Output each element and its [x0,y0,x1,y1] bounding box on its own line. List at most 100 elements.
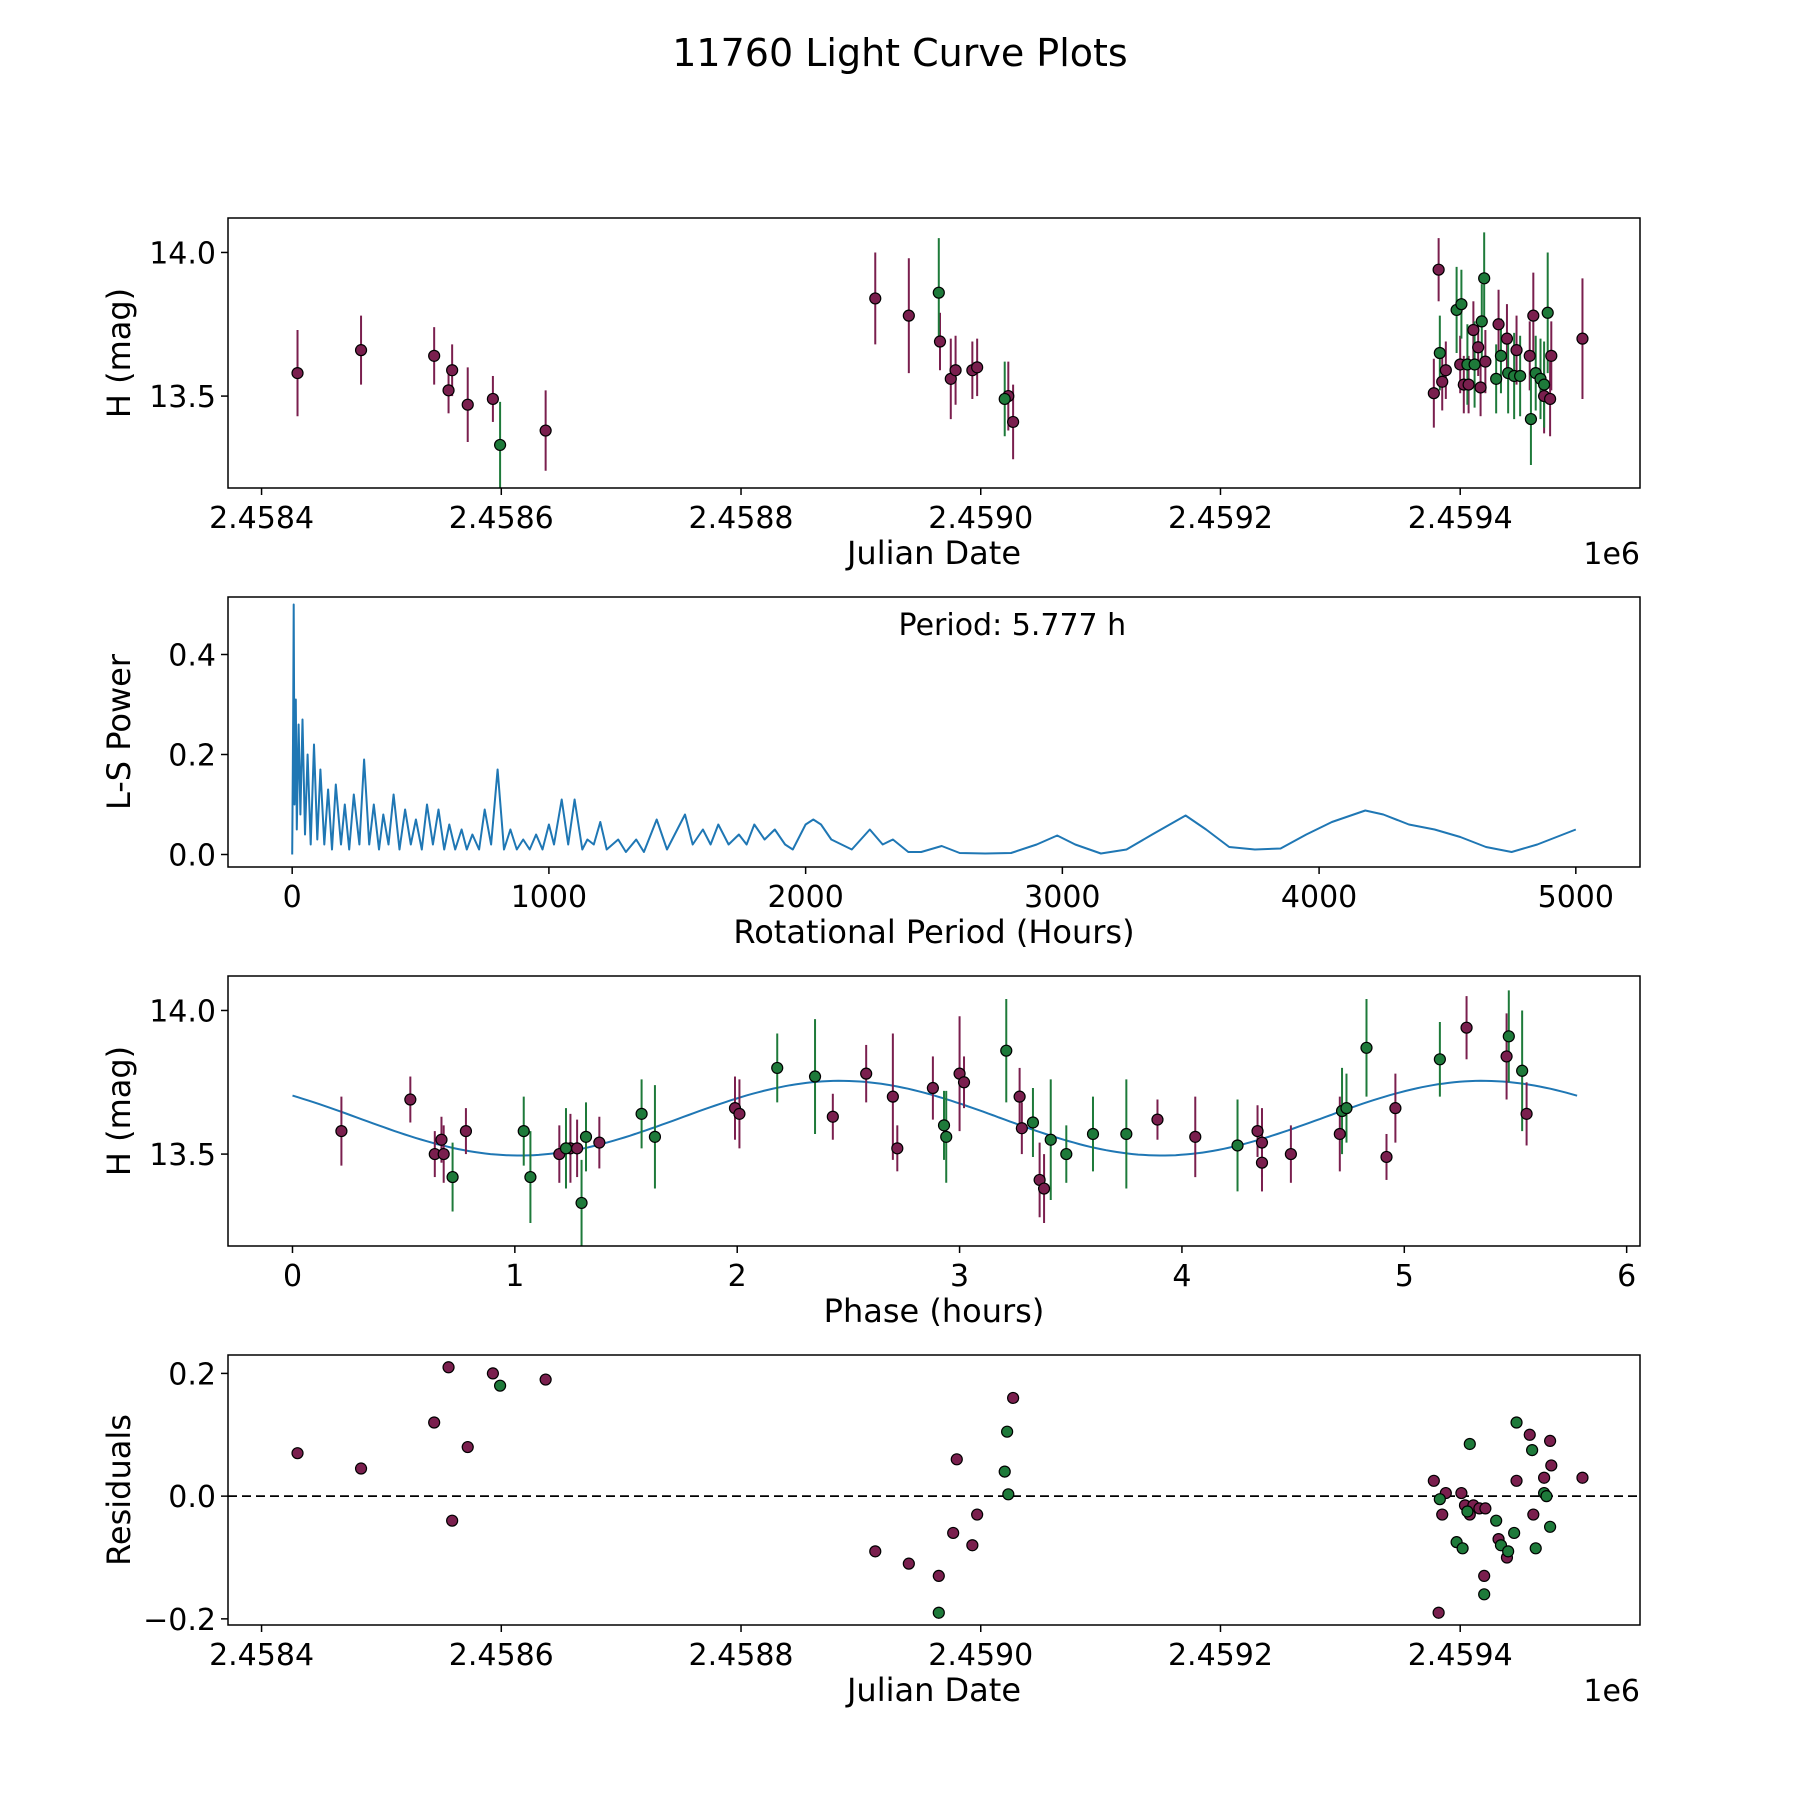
r-band-point [539,424,552,437]
r-band-point [926,1081,939,1095]
g-band-point [1508,1526,1521,1540]
x-axis-label: Julian Date [845,1671,1021,1709]
axes-frame [227,217,1641,489]
r-band-point [404,1093,417,1106]
r-band-point [966,1539,979,1552]
x-tick-label: 2.4588 [689,501,794,536]
r-band-point [1492,318,1505,331]
y-axis-label: L-S Power [100,653,138,810]
r-band-point [1576,332,1589,345]
x-tick-label: 2 [728,1259,747,1294]
g-band-point [648,1130,662,1143]
g-band-point [1000,1044,1013,1057]
g-band-point [1120,1127,1133,1141]
x-tick-label: 2.4584 [209,501,314,536]
x-tick-label: 2.4592 [1168,501,1273,536]
g-band-point [1526,1444,1539,1457]
g-band-point [1529,1542,1542,1555]
g-band-point [446,1170,459,1184]
g-band-point [1463,1437,1476,1451]
x-tick-label: 5 [1395,1259,1414,1294]
g-band-point [1468,358,1481,371]
y-tick-label: 13.5 [149,1138,216,1173]
g-band-point [771,1061,784,1075]
r-band-point [461,398,474,411]
r-band-point [1436,375,1449,388]
r-band-point [459,1125,473,1138]
x-tick-label: 0 [283,880,302,915]
r-band-point [1479,355,1492,368]
r-band-point [1467,323,1480,337]
r-band-point [1544,392,1557,406]
y-tick-label: 14.0 [149,994,216,1029]
g-band-point [1540,1490,1553,1503]
x-tick-label: 2.4588 [689,1638,794,1673]
r-band-point [1478,1569,1491,1583]
x-tick-label: 4 [1172,1259,1191,1294]
g-band-point [493,438,507,452]
figure-title: 11760 Light Curve Plots [672,31,1127,75]
g-band-point [940,1130,953,1143]
g-band-point [1433,346,1446,360]
r-band-point [442,1361,455,1374]
r-band-point [1462,378,1475,391]
x-axis-offset-label: 1e6 [1583,537,1640,572]
r-band-point [1474,381,1487,394]
g-band-point [998,392,1011,406]
r-band-point [1333,1127,1346,1141]
r-band-point [947,1526,960,1540]
r-band-point [826,1110,839,1123]
r-band-point [1255,1136,1269,1149]
g-band-point [1510,1416,1523,1429]
r-band-point [446,1514,459,1527]
g-band-point [1360,1041,1373,1054]
r-band-point [1455,1486,1468,1500]
r-band-point [1436,1508,1449,1521]
x-axis-label: Phase (hours) [824,1292,1045,1330]
x-tick-label: 0 [283,1259,302,1294]
r-band-point [539,1373,552,1386]
r-band-point [442,384,455,397]
g-band-point [1340,1102,1353,1115]
r-band-point [1544,1434,1557,1448]
g-band-point [1478,272,1491,285]
r-band-point [1015,1122,1028,1135]
y-axis-label: H (mag) [100,288,138,418]
r-band-point [1510,1474,1523,1487]
g-band-point [808,1070,822,1083]
x-tick-label: 2.4586 [449,501,554,536]
x-tick-label: 2000 [767,880,843,915]
g-band-point [1478,1588,1491,1601]
r-band-point [1389,1102,1402,1115]
r-band-point [932,1569,945,1583]
g-band-point [635,1107,648,1120]
phased-lightcurve-panel: 0 1 2 3 4 5 6 13.5 14.0 Phase (hours) H (mag) [100,975,1641,1330]
r-band-point [949,364,962,377]
g-band-point [1433,1493,1446,1506]
r-band-point [1013,1090,1026,1103]
x-tick-label: 2.4592 [1168,1638,1273,1673]
r-band-point [435,1133,448,1146]
x-tick-label: 5000 [1538,880,1614,915]
y-tick-label: 0.0 [168,1480,216,1515]
g-band-point [1516,1064,1529,1077]
g-band-point [1502,1030,1515,1043]
g-band-point [559,1142,573,1155]
y-tick-label: 0.4 [168,639,216,674]
r-band-point [1523,1428,1536,1441]
x-tick-label: 1 [505,1259,524,1294]
r-band-point [1439,364,1452,377]
x-axis-offset-label: 1e6 [1583,1674,1640,1709]
lightcurve-panel: 2.4584 2.4586 2.4588 2.4590 2.4592 2.4594 13.5… [100,217,1641,572]
g-band-point [1538,378,1551,391]
x-tick-label: 3 [950,1259,969,1294]
x-tick-label: 6 [1617,1259,1636,1294]
y-tick-label: 13.5 [149,380,216,415]
r-band-point [428,1416,441,1429]
y-axis-label: Residuals [100,1414,138,1566]
periodogram-panel: 0 1000 2000 3000 4000 5000 0.0 0.2 0.4 Rotational… [100,596,1641,951]
r-band-point [437,1147,450,1161]
r-band-point [1255,1156,1269,1169]
x-tick-label: 2.4590 [928,501,1033,536]
